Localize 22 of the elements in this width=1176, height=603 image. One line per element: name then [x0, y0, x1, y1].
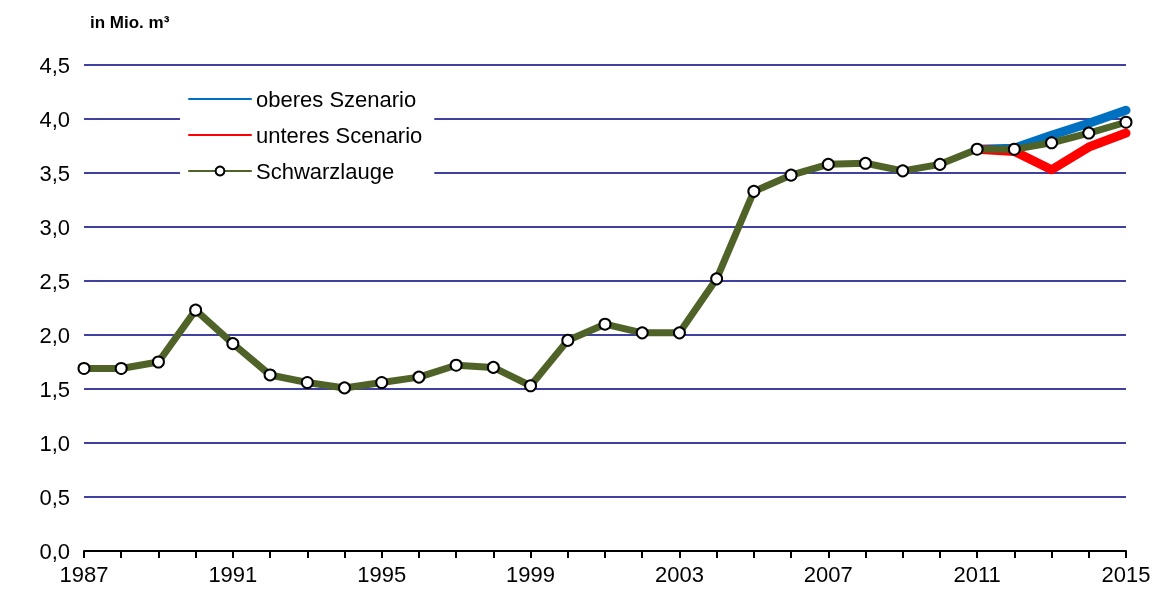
y-tick-label: 1,5	[39, 376, 70, 402]
y-tick-label: 4,0	[39, 106, 70, 132]
x-tick-label: 2011	[953, 561, 1001, 587]
x-tick-label: 2007	[803, 561, 853, 587]
y-tick-label: 3,0	[39, 214, 70, 240]
x-tick-label: 2015	[1101, 561, 1151, 587]
y-tick-label: 2,0	[39, 322, 70, 348]
legend-label: oberes Szenario	[256, 86, 417, 112]
x-tick-label: 1991	[208, 561, 258, 587]
y-axis-title: in Mio. m³	[90, 13, 170, 32]
x-tick-label: 1987	[59, 561, 109, 587]
x-tick-label: 1999	[506, 561, 556, 587]
legend-label: Schwarzlauge	[256, 158, 395, 184]
y-tick-label: 3,5	[39, 160, 70, 186]
x-tick-label: 2003	[654, 561, 704, 587]
y-tick-label: 4,5	[39, 52, 70, 78]
y-tick-label: 0,5	[39, 484, 70, 510]
y-tick-label: 0,0	[39, 538, 70, 564]
legend-label: unteres Scenario	[256, 122, 423, 148]
y-tick-label: 2,5	[39, 268, 70, 294]
y-tick-label: 1,0	[39, 430, 70, 456]
x-tick-label: 1995	[357, 561, 407, 587]
